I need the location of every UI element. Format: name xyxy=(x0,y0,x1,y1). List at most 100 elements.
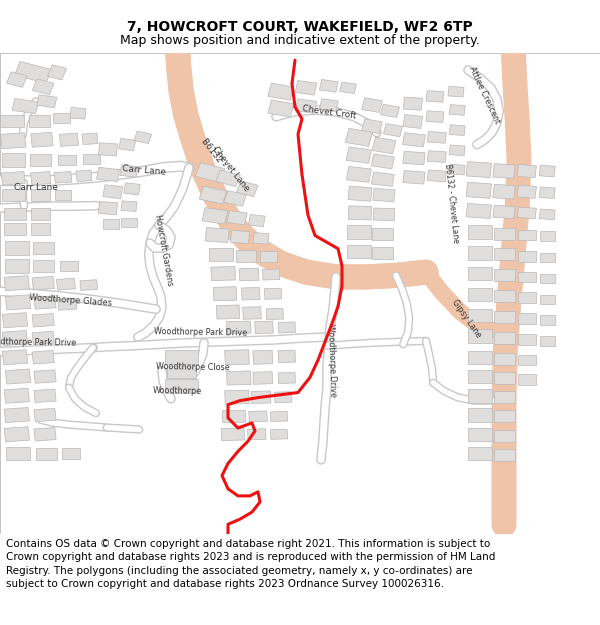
Polygon shape xyxy=(2,350,28,365)
Polygon shape xyxy=(372,247,394,259)
Polygon shape xyxy=(540,316,555,325)
Polygon shape xyxy=(468,447,492,460)
Polygon shape xyxy=(211,266,235,281)
Polygon shape xyxy=(82,133,98,144)
Polygon shape xyxy=(70,107,86,119)
Polygon shape xyxy=(31,172,51,185)
Polygon shape xyxy=(249,411,267,422)
Polygon shape xyxy=(403,114,423,128)
Polygon shape xyxy=(30,154,52,166)
Text: Contains OS data © Crown copyright and database right 2021. This information is : Contains OS data © Crown copyright and d… xyxy=(6,539,496,589)
Polygon shape xyxy=(493,290,515,302)
Polygon shape xyxy=(493,372,515,384)
Polygon shape xyxy=(348,186,372,201)
Polygon shape xyxy=(278,322,295,333)
Polygon shape xyxy=(468,428,492,441)
Polygon shape xyxy=(4,208,26,221)
Polygon shape xyxy=(60,261,78,271)
Polygon shape xyxy=(468,329,492,343)
Polygon shape xyxy=(12,99,38,114)
Polygon shape xyxy=(427,151,446,162)
Polygon shape xyxy=(260,251,277,261)
Polygon shape xyxy=(468,246,492,259)
Polygon shape xyxy=(32,314,55,327)
Polygon shape xyxy=(540,295,555,304)
Polygon shape xyxy=(5,259,29,272)
Polygon shape xyxy=(32,242,54,254)
Polygon shape xyxy=(31,208,50,221)
Polygon shape xyxy=(540,253,555,262)
Polygon shape xyxy=(253,232,269,244)
Polygon shape xyxy=(468,370,492,383)
Polygon shape xyxy=(255,321,273,334)
Polygon shape xyxy=(195,162,225,182)
Text: Woodthorpe Park Drive: Woodthorpe Park Drive xyxy=(0,337,77,347)
Polygon shape xyxy=(223,410,245,422)
Polygon shape xyxy=(517,185,536,198)
Polygon shape xyxy=(59,133,79,146)
Text: Woodthorpe Glades: Woodthorpe Glades xyxy=(29,292,112,308)
Polygon shape xyxy=(227,211,247,225)
Polygon shape xyxy=(209,248,233,261)
Polygon shape xyxy=(32,79,54,95)
Polygon shape xyxy=(540,231,555,241)
Polygon shape xyxy=(403,151,425,165)
Polygon shape xyxy=(468,226,492,239)
Polygon shape xyxy=(493,248,515,260)
Polygon shape xyxy=(119,138,136,151)
Polygon shape xyxy=(278,372,295,384)
Polygon shape xyxy=(539,165,555,177)
Polygon shape xyxy=(58,298,77,310)
Text: Map shows position and indicative extent of the property.: Map shows position and indicative extent… xyxy=(120,34,480,47)
Polygon shape xyxy=(383,124,403,137)
Polygon shape xyxy=(518,355,536,366)
Text: Woodthorpe Park Drive: Woodthorpe Park Drive xyxy=(154,327,248,338)
Polygon shape xyxy=(224,191,247,206)
Polygon shape xyxy=(34,428,56,441)
Polygon shape xyxy=(4,276,29,291)
Polygon shape xyxy=(266,308,283,319)
Polygon shape xyxy=(199,186,227,204)
Polygon shape xyxy=(493,449,515,461)
Polygon shape xyxy=(1,171,25,185)
Polygon shape xyxy=(371,154,394,169)
Polygon shape xyxy=(493,184,515,199)
Polygon shape xyxy=(32,260,54,272)
Polygon shape xyxy=(5,241,29,255)
Polygon shape xyxy=(5,369,31,384)
Polygon shape xyxy=(468,351,492,364)
Polygon shape xyxy=(103,185,123,199)
Polygon shape xyxy=(47,65,67,80)
Polygon shape xyxy=(518,292,536,303)
Polygon shape xyxy=(239,268,259,281)
Polygon shape xyxy=(468,408,492,422)
Polygon shape xyxy=(227,321,251,334)
Polygon shape xyxy=(243,307,261,319)
Polygon shape xyxy=(539,187,555,199)
Polygon shape xyxy=(518,334,536,345)
Polygon shape xyxy=(29,116,49,128)
Polygon shape xyxy=(36,448,58,459)
Polygon shape xyxy=(34,408,56,422)
Polygon shape xyxy=(37,95,57,108)
Polygon shape xyxy=(347,244,371,258)
Polygon shape xyxy=(134,131,152,144)
Polygon shape xyxy=(493,311,515,323)
Polygon shape xyxy=(121,217,137,227)
Text: Chevet Croft: Chevet Croft xyxy=(301,104,356,120)
Polygon shape xyxy=(466,203,491,219)
Polygon shape xyxy=(518,314,536,324)
Polygon shape xyxy=(346,166,371,182)
Polygon shape xyxy=(2,189,25,201)
Polygon shape xyxy=(4,427,29,442)
Text: Carr Lane: Carr Lane xyxy=(122,164,166,177)
Polygon shape xyxy=(98,201,118,215)
Polygon shape xyxy=(493,411,515,422)
Polygon shape xyxy=(518,374,536,385)
Polygon shape xyxy=(268,100,293,117)
Polygon shape xyxy=(55,190,71,201)
Polygon shape xyxy=(97,168,119,181)
Polygon shape xyxy=(540,274,555,283)
Polygon shape xyxy=(362,119,382,134)
Polygon shape xyxy=(217,305,239,319)
